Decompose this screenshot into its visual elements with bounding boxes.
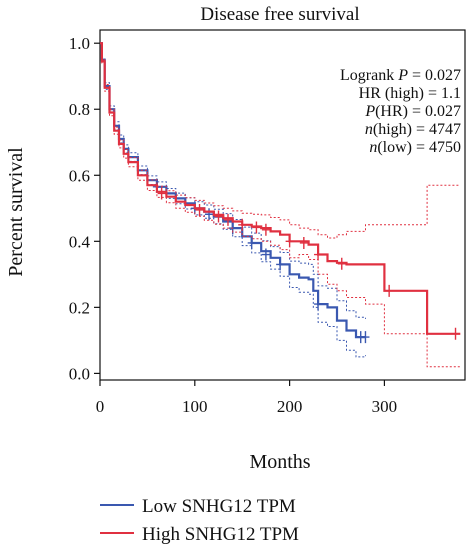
x-tick-label: 200	[277, 397, 303, 416]
high-censor-mark	[252, 221, 261, 234]
high-censor-mark	[261, 223, 270, 236]
x-tick-label: 300	[372, 397, 398, 416]
y-tick-label: 0.4	[69, 232, 91, 251]
low-censor-mark	[205, 208, 214, 221]
y-tick-label: 0.6	[69, 166, 90, 185]
high-censor-mark	[195, 203, 204, 216]
low-censor-mark	[261, 248, 270, 261]
high-censor-mark	[285, 235, 294, 248]
plot-frame	[99, 29, 466, 381]
y-tick-label: 0.2	[69, 298, 90, 317]
y-tick-label: 1.0	[69, 34, 90, 53]
chart-title: Disease free survival	[200, 4, 359, 25]
legend-label: High SNHG12 TPM	[142, 524, 299, 545]
low-censor-mark	[314, 298, 323, 311]
low-survival-line	[100, 42, 366, 339]
y-axis-label: Percent survival	[5, 147, 27, 277]
low-ci-upper-line	[100, 42, 366, 319]
high-censor-mark	[299, 236, 308, 249]
stat-annotation: n(low) = 4750	[369, 139, 461, 156]
high-censor-mark	[214, 210, 223, 223]
stat-annotation: HR (high) = 1.1	[359, 85, 461, 102]
x-tick-label: 0	[96, 397, 105, 416]
high-ci-upper-line	[100, 42, 461, 239]
high-censor-mark	[385, 284, 394, 297]
x-tick-label: 100	[182, 397, 208, 416]
high-censor-mark	[157, 187, 166, 200]
high-survival-line	[100, 42, 461, 335]
x-axis-ticks: 0 100 200 300	[96, 380, 397, 416]
low-censor-mark	[247, 236, 256, 249]
high-ci-lower-line	[100, 42, 461, 368]
stat-annotation: n(high) = 4747	[365, 121, 461, 138]
y-axis-ticks: 0.0 0.2 0.4 0.6 0.8 1.0	[69, 34, 100, 383]
low-ci-lower-line	[100, 42, 366, 358]
high-censor-mark	[451, 327, 460, 340]
legend: Low SNHG12 TPM High SNHG12 TPM	[100, 496, 299, 545]
high-censor-mark	[314, 248, 323, 261]
low-censor-mark	[276, 258, 285, 271]
high-censor-mark	[223, 213, 232, 226]
stat-annotation: P(HR) = 0.027	[364, 103, 461, 120]
high-censor-mark	[238, 218, 247, 231]
y-tick-label: 0.0	[69, 364, 90, 383]
series-layer	[100, 42, 461, 368]
low-censor-mark	[361, 331, 370, 344]
stat-annotation: Logrank P = 0.027	[340, 67, 461, 84]
high-censor-mark	[337, 257, 346, 270]
y-tick-label: 0.8	[69, 100, 90, 119]
legend-label: Low SNHG12 TPM	[142, 496, 296, 517]
x-axis-label: Months	[249, 451, 310, 473]
